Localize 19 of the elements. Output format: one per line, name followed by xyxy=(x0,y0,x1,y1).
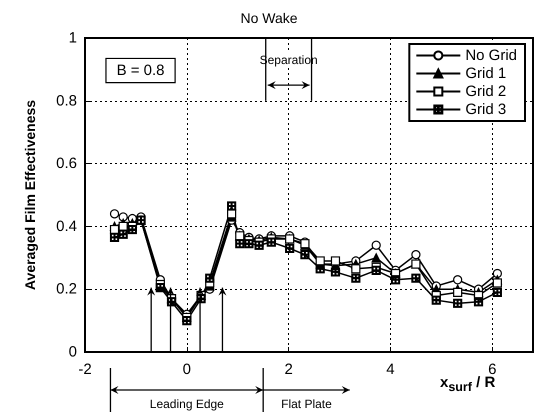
y-tick-label: 0.4 xyxy=(56,218,77,235)
x-tick-label: 4 xyxy=(386,361,395,378)
y-tick-label: 1 xyxy=(68,30,77,46)
y-tick-label: 0.2 xyxy=(56,280,77,298)
y-axis-title: Averaged Film Effectiveness xyxy=(22,100,38,290)
chart-title: No Wake xyxy=(240,10,298,26)
legend-label: Grid 3 xyxy=(465,101,506,118)
text: Flat Plate xyxy=(281,397,332,411)
y-tick-label: 0.8 xyxy=(56,92,77,110)
x-tick-label: 0 xyxy=(182,361,191,378)
annotation: B = 0.8 xyxy=(116,62,165,80)
x-tick-label: -2 xyxy=(78,361,92,378)
legend-label: Grid 2 xyxy=(465,83,506,100)
y-tick-label: 0 xyxy=(68,344,77,360)
legend-label: Grid 1 xyxy=(465,65,506,82)
legend-label: No Grid xyxy=(465,47,518,64)
x-tick-label: 2 xyxy=(284,361,293,378)
y-tick-label: 0.6 xyxy=(56,155,77,172)
text: Leading Edge xyxy=(150,397,224,411)
